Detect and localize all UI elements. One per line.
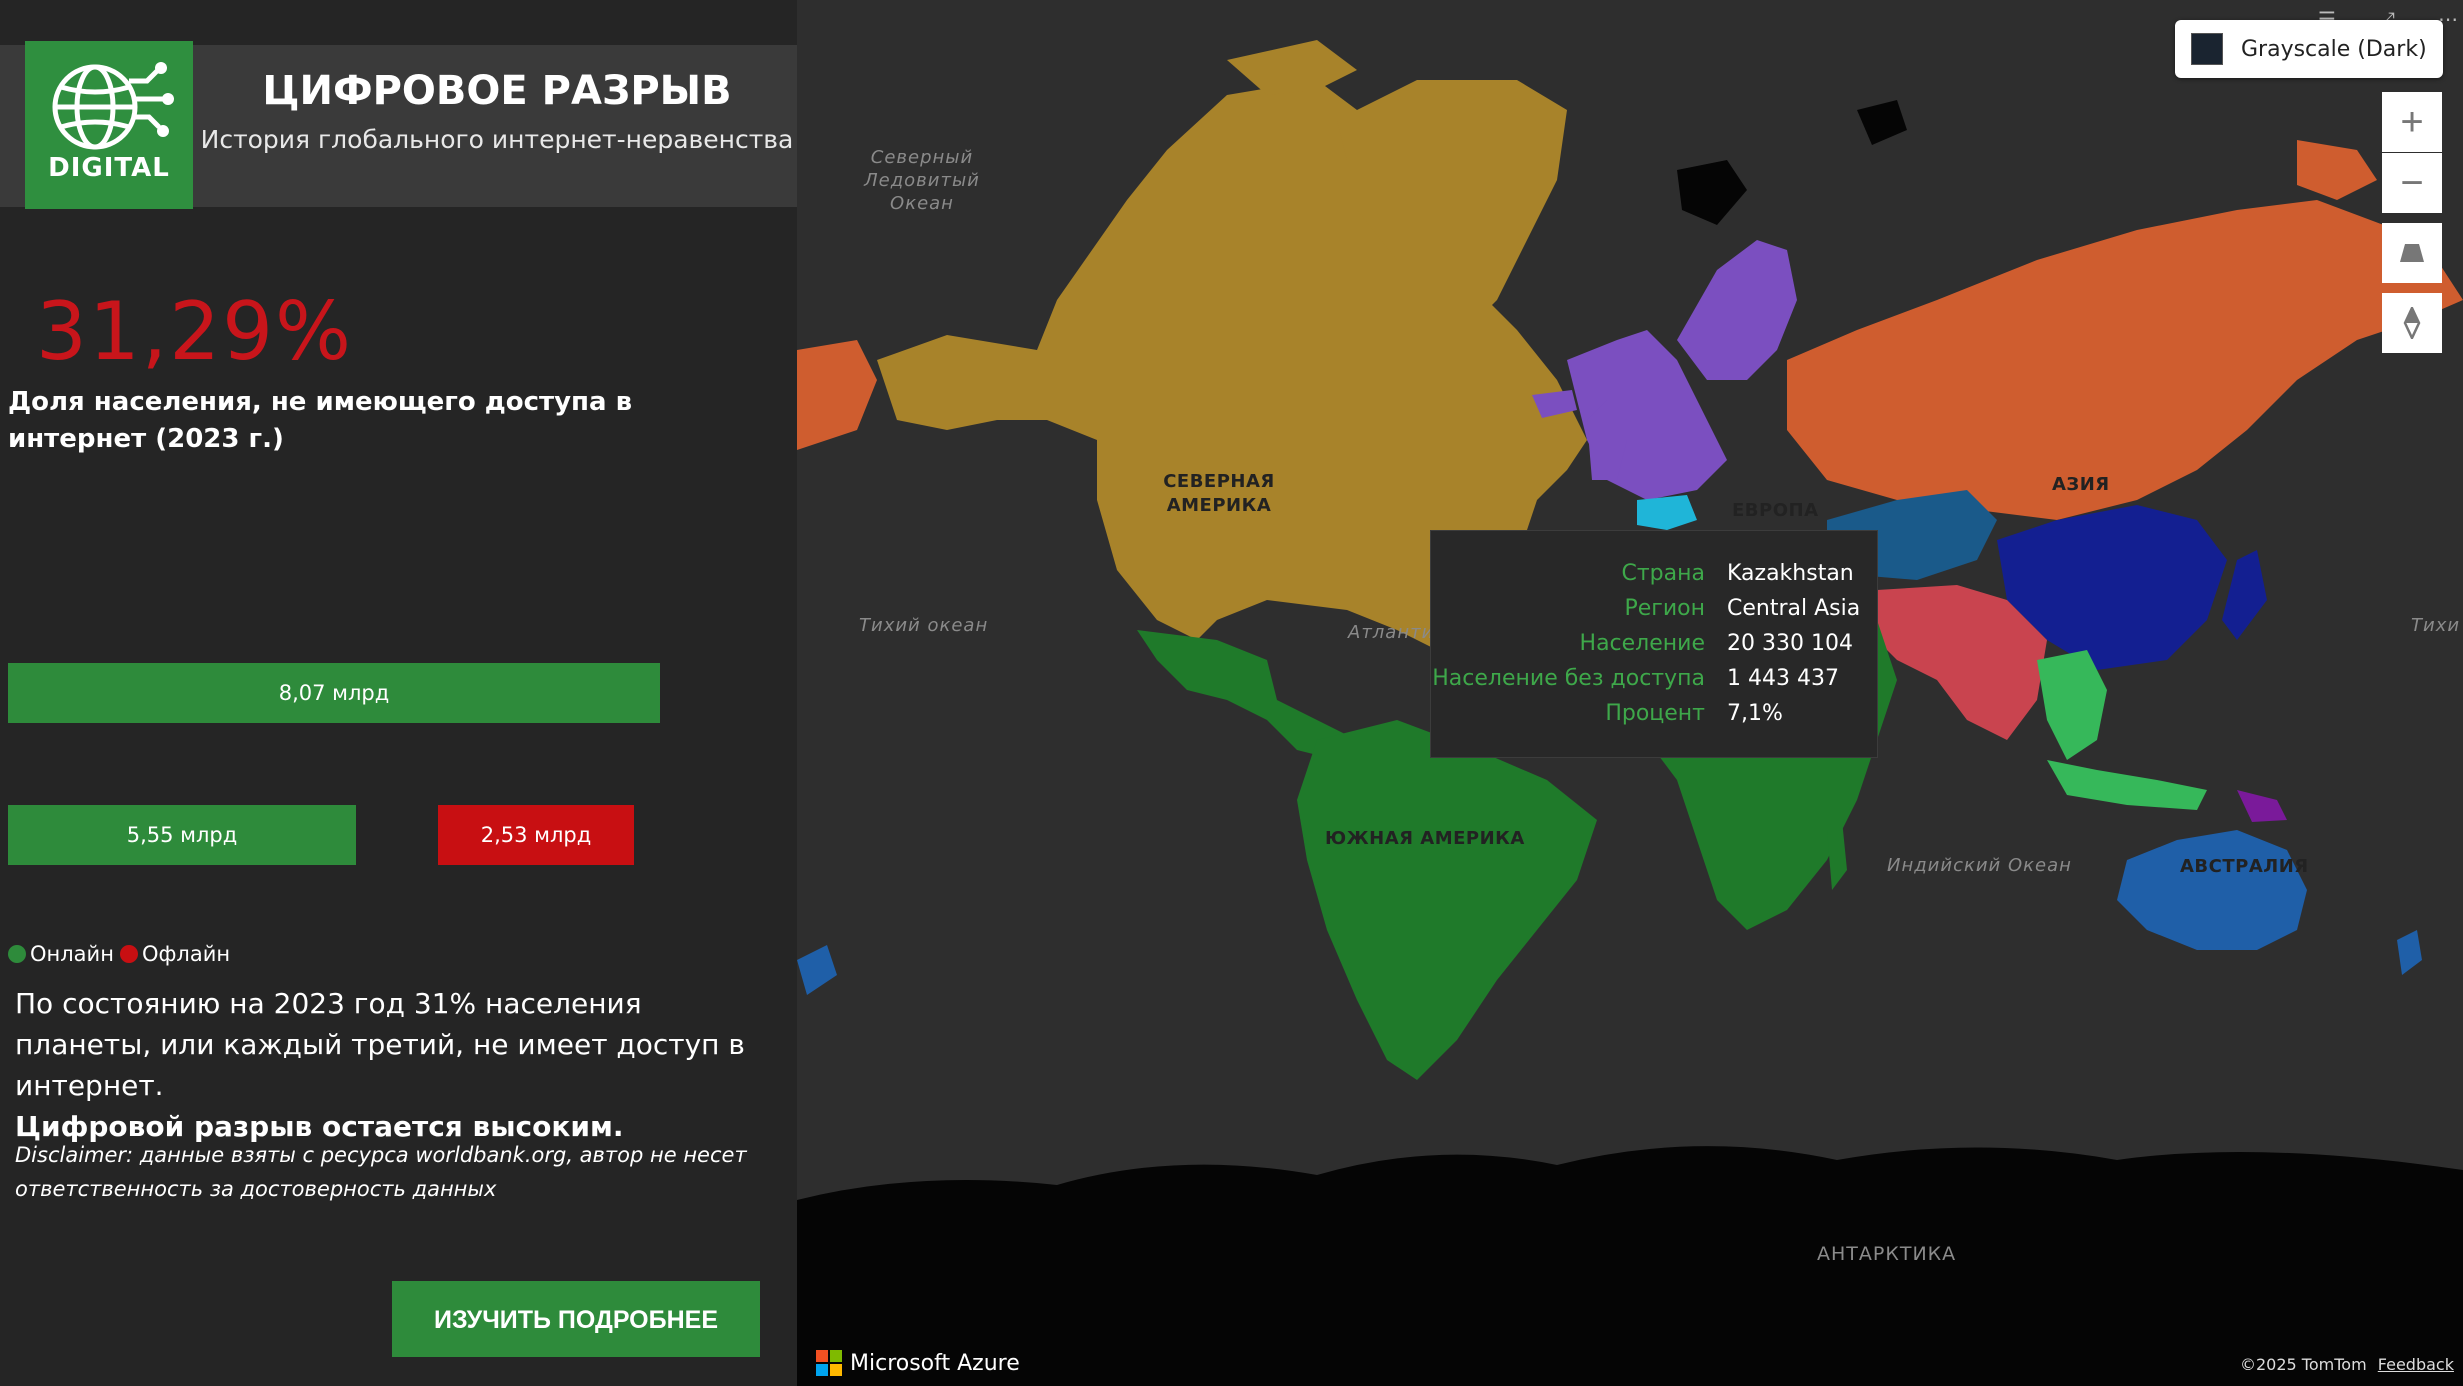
tooltip-value: 1 443 437 — [1727, 666, 1839, 691]
south-america-shape[interactable] — [1297, 720, 1597, 1080]
greenland-shape[interactable] — [1337, 80, 1567, 340]
alaska-west-shape[interactable] — [797, 340, 877, 450]
western-europe-shape[interactable] — [1637, 495, 1697, 530]
feedback-link[interactable]: Feedback — [2377, 1355, 2454, 1374]
offline-population-bar[interactable]: 2,53 млрд — [438, 805, 634, 865]
minus-icon: − — [2400, 160, 2424, 205]
southeast-asia-shape[interactable] — [2037, 650, 2107, 760]
legend-item-offline[interactable]: Офлайн — [119, 942, 231, 966]
south-asia-shape[interactable] — [1867, 585, 2047, 740]
legend-offline-label: Офлайн — [141, 942, 231, 966]
online-population-bar[interactable]: 5,55 млрд — [8, 805, 356, 865]
pitch-icon — [2400, 244, 2424, 262]
globe-circuit-icon — [52, 62, 174, 150]
map-tooltip: Страна Kazakhstan Регион Central Asia На… — [1430, 530, 1878, 758]
region-label-north-america: СЕВЕРНАЯ АМЕРИКА — [1163, 471, 1275, 516]
compass-icon — [2403, 307, 2421, 339]
tooltip-value: Central Asia — [1727, 596, 1861, 621]
tooltip-row-population: Население 20 330 104 — [1431, 631, 1877, 665]
region-label-south-america: ЮЖНАЯ АМЕРИКА — [1325, 828, 1525, 849]
summary-emphasis: Цифровой разрыв остается высоким. — [15, 1110, 624, 1143]
microsoft-logo-icon — [816, 1350, 842, 1376]
svalbard-shape — [1677, 160, 1747, 225]
plus-icon: + — [2400, 99, 2424, 144]
copyright-text: ©2025 TomTom — [2240, 1355, 2367, 1374]
kpi-caption: Доля населения, не имеющего доступа в ин… — [8, 387, 633, 454]
tooltip-value: 7,1% — [1727, 701, 1783, 726]
microsoft-azure-logo: Microsoft Azure — [816, 1350, 1020, 1376]
central-america-shape[interactable] — [1137, 630, 1357, 760]
iceland-shape[interactable] — [1532, 390, 1577, 418]
total-population-bar[interactable]: 8,07 млрд — [8, 663, 660, 723]
kamchatka-shape[interactable] — [2297, 140, 2377, 200]
map-style-thumbnail-icon — [2191, 33, 2223, 65]
antarctica-shape — [797, 1146, 2463, 1386]
tooltip-row-region: Регион Central Asia — [1431, 596, 1877, 630]
pacific-island-shape — [797, 945, 837, 995]
indonesia-shape[interactable] — [2047, 760, 2207, 810]
offline-population-label: 2,53 млрд — [480, 823, 592, 847]
zoom-out-button[interactable]: − — [2382, 153, 2442, 213]
tooltip-label: Страна — [1621, 561, 1706, 586]
brand-label: Microsoft Azure — [850, 1350, 1020, 1376]
digital-logo: DIGITAL — [25, 41, 193, 209]
severnaya-shape — [1857, 100, 1907, 145]
page-subtitle: История глобального интернет-неравенства — [200, 125, 794, 154]
tooltip-value: 20 330 104 — [1727, 631, 1853, 656]
disclaimer: Disclaimer: данные взяты с ресурса world… — [15, 1143, 747, 1201]
total-population-label: 8,07 млрд — [278, 681, 390, 705]
map-attribution: ©2025 TomTom Feedback — [2240, 1355, 2454, 1374]
tooltip-label: Население без доступа — [1432, 666, 1705, 691]
tooltip-label: Население — [1579, 631, 1705, 656]
ocean-label-atlantic: Атланти — [1348, 622, 1435, 643]
summary-body: По состоянию на 2023 год 31% населения п… — [15, 987, 745, 1102]
tooltip-label: Процент — [1605, 701, 1705, 726]
offline-dot-icon — [119, 945, 138, 963]
map-style-picker[interactable]: Grayscale (Dark) — [2175, 20, 2443, 78]
zoom-in-button[interactable]: + — [2382, 92, 2442, 152]
region-label-asia: АЗИЯ — [2052, 474, 2110, 495]
madagascar-shape[interactable] — [1827, 820, 1847, 890]
world-map[interactable]: СЕВЕРНАЯ АМЕРИКА ЕВРОПА АЗИЯ ЮЖНАЯ АМЕРИ… — [797, 0, 2463, 1386]
summary-text: По состоянию на 2023 год 31% населения п… — [15, 983, 785, 1147]
more-options-icon[interactable]: ⋯ — [2438, 7, 2458, 31]
region-label-europe: ЕВРОПА — [1732, 500, 1819, 521]
logo-text: DIGITAL — [48, 153, 170, 183]
page-title: ЦИФРОВОЕ РАЗРЫВ — [262, 68, 732, 114]
legend-online-label: Онлайн — [30, 942, 114, 966]
tooltip-row-country: Страна Kazakhstan — [1431, 561, 1877, 595]
online-population-label: 5,55 млрд — [126, 823, 238, 847]
tooltip-value: Kazakhstan — [1727, 561, 1854, 586]
uk-shape[interactable] — [1587, 400, 1627, 480]
japan-shape[interactable] — [2222, 550, 2267, 640]
region-label-australia: АВСТРАЛИЯ — [2180, 856, 2309, 877]
tooltip-row-percent: Процент 7,1% — [1431, 701, 1877, 735]
scandinavia-shape[interactable] — [1677, 240, 1797, 380]
ocean-label-arctic: Северный Ледовитый Океан — [864, 147, 980, 214]
ocean-label-pacific: Тихий океан — [859, 615, 989, 636]
region-label-antarctica: АНТАРКТИКА — [1817, 1243, 1957, 1265]
legend: Онлайн Офлайн — [8, 942, 236, 966]
asia-shape[interactable] — [1787, 200, 2463, 520]
compass-button[interactable] — [2382, 293, 2442, 353]
online-dot-icon — [8, 945, 26, 963]
pitch-button[interactable] — [2382, 223, 2442, 283]
tooltip-row-offline-population: Население без доступа 1 443 437 — [1431, 666, 1877, 700]
canada-islands-shape — [1227, 40, 1357, 95]
learn-more-button[interactable]: ИЗУЧИТЬ ПОДРОБНЕЕ — [392, 1281, 760, 1357]
tooltip-label: Регион — [1624, 596, 1705, 621]
map-style-label: Grayscale (Dark) — [2241, 36, 2427, 62]
kpi-value: 31,29% — [36, 285, 354, 378]
australia-shape[interactable] — [2117, 830, 2307, 950]
papua-shape[interactable] — [2237, 790, 2287, 822]
ocean-label-indian: Индийский Океан — [1887, 855, 2072, 876]
legend-item-online[interactable]: Онлайн — [8, 942, 114, 966]
new-zealand-shape[interactable] — [2397, 930, 2422, 975]
east-asia-shape[interactable] — [1997, 505, 2227, 670]
ocean-label-pacific-right: Тихи — [2411, 615, 2461, 636]
